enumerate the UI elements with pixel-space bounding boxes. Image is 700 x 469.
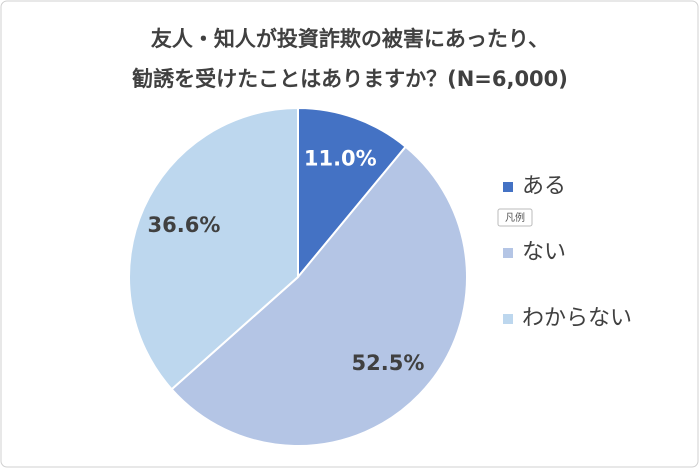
data-label: 11.0% bbox=[304, 146, 377, 170]
chart-title: 勧誘を受けたことはありますか？(N=6,000) bbox=[131, 67, 568, 91]
data-label: 52.5% bbox=[352, 351, 425, 375]
data-label: 36.6% bbox=[148, 213, 221, 237]
legend-tooltip-box bbox=[497, 208, 533, 227]
legend-swatch bbox=[503, 248, 513, 258]
legend-label: ない bbox=[522, 240, 566, 265]
pie-slice bbox=[297, 106, 408, 280]
legend-tooltip: 凡例 bbox=[505, 211, 525, 224]
pie-slice bbox=[128, 106, 299, 391]
legend-swatch bbox=[503, 182, 513, 192]
legend-label: ある bbox=[522, 174, 566, 199]
legend-swatch bbox=[503, 314, 513, 324]
pie-slice bbox=[170, 145, 468, 447]
legend-label: わからない bbox=[522, 306, 632, 331]
chart-title: 友人・知人が投資詐欺の被害にあったり、 bbox=[151, 27, 549, 51]
